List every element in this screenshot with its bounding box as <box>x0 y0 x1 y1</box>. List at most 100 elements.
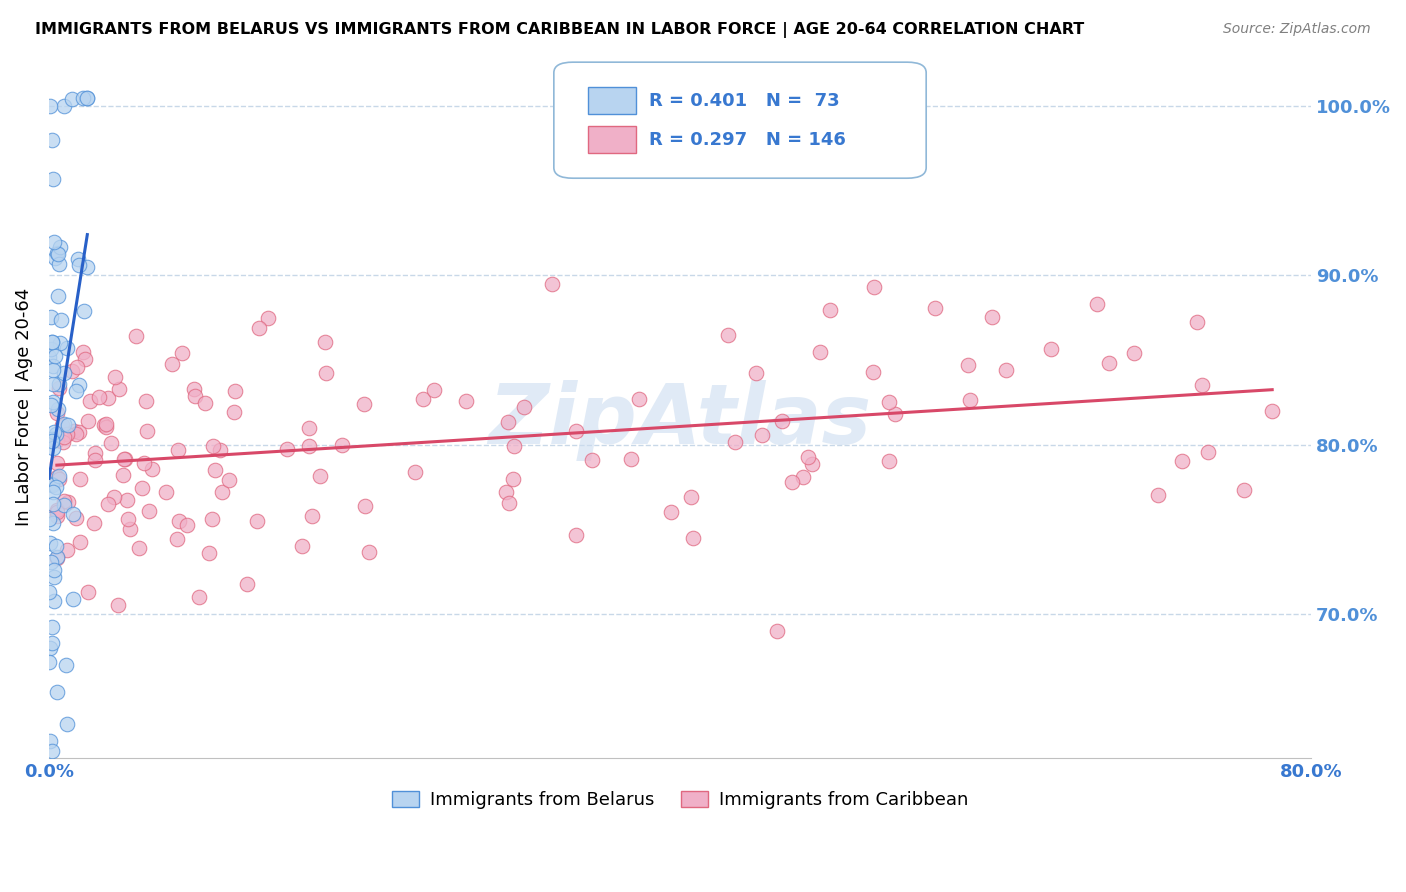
Point <box>94 419 117 434</box>
Point <box>564 528 586 542</box>
Point <box>53 417 76 432</box>
Point <box>96 417 118 432</box>
Point <box>681 490 703 504</box>
Point <box>202 439 225 453</box>
Point <box>38 655 60 669</box>
Point <box>412 392 434 407</box>
Point <box>236 577 259 591</box>
Point <box>204 463 226 477</box>
Point <box>1098 356 1121 370</box>
Point <box>42 497 65 511</box>
Point <box>41 376 63 391</box>
Text: ZipAtlas: ZipAtlas <box>488 380 872 461</box>
Point <box>38 734 60 748</box>
Point <box>170 346 193 360</box>
Point <box>166 532 188 546</box>
Point <box>45 505 67 519</box>
Point <box>956 358 979 372</box>
Point <box>67 378 90 392</box>
Point <box>39 343 62 357</box>
Point <box>135 424 157 438</box>
Point <box>76 90 98 104</box>
Point <box>55 717 77 731</box>
Point <box>112 468 135 483</box>
Point <box>63 424 86 438</box>
Point <box>1233 483 1256 497</box>
Point <box>69 472 91 486</box>
Point <box>62 592 84 607</box>
Point <box>69 535 91 549</box>
Point <box>166 442 188 457</box>
Point <box>498 495 520 509</box>
Bar <box>588 87 636 114</box>
Point <box>128 541 150 556</box>
Point <box>801 457 824 471</box>
Point <box>51 418 73 433</box>
Text: IMMIGRANTS FROM BELARUS VS IMMIGRANTS FROM CARIBBEAN IN LABOR FORCE | AGE 20-64 : IMMIGRANTS FROM BELARUS VS IMMIGRANTS FR… <box>35 22 1084 38</box>
Point <box>49 335 72 350</box>
Point <box>52 429 75 443</box>
Point <box>60 364 83 378</box>
Point <box>65 384 87 398</box>
Point <box>1191 378 1213 392</box>
Point <box>659 505 682 519</box>
Point <box>41 335 63 350</box>
Point <box>77 585 100 599</box>
Bar <box>588 126 636 153</box>
Point <box>208 443 231 458</box>
Point <box>62 507 84 521</box>
Point <box>619 452 641 467</box>
Point <box>1123 346 1146 360</box>
Point <box>96 391 118 405</box>
Point <box>44 563 66 577</box>
Point <box>820 302 842 317</box>
Point <box>301 508 323 523</box>
Point <box>1197 444 1219 458</box>
Text: R = 0.297   N = 146: R = 0.297 N = 146 <box>648 130 845 149</box>
Point <box>315 366 337 380</box>
Point <box>792 470 814 484</box>
Point <box>48 257 70 271</box>
Point <box>770 414 793 428</box>
Legend: Immigrants from Belarus, Immigrants from Caribbean: Immigrants from Belarus, Immigrants from… <box>384 783 976 816</box>
Point <box>49 239 72 253</box>
Point <box>38 584 60 599</box>
Point <box>751 428 773 442</box>
Point <box>745 366 768 380</box>
Point <box>42 516 65 530</box>
Point <box>39 535 62 549</box>
Point <box>58 494 80 508</box>
Point <box>808 344 831 359</box>
Point <box>75 352 97 367</box>
Point <box>297 421 319 435</box>
Point <box>89 390 111 404</box>
Point <box>41 744 63 758</box>
Point <box>41 310 63 325</box>
Point <box>56 542 79 557</box>
Point <box>125 329 148 343</box>
Point <box>496 415 519 429</box>
Point <box>41 133 63 147</box>
Point <box>55 658 77 673</box>
Point <box>454 393 477 408</box>
Point <box>44 349 66 363</box>
Y-axis label: In Labor Force | Age 20-64: In Labor Force | Age 20-64 <box>15 287 32 526</box>
Point <box>45 503 67 517</box>
Point <box>257 310 280 325</box>
Point <box>194 396 217 410</box>
Point <box>41 636 63 650</box>
Point <box>42 362 65 376</box>
Point <box>41 434 63 449</box>
Point <box>45 434 67 448</box>
Point <box>218 474 240 488</box>
Point <box>167 514 190 528</box>
Point <box>67 258 90 272</box>
Point <box>42 484 65 499</box>
Point <box>717 327 740 342</box>
Point <box>502 472 524 486</box>
Point <box>541 277 564 291</box>
Point <box>45 685 67 699</box>
Point <box>1187 315 1209 329</box>
Point <box>201 512 224 526</box>
Point <box>48 472 70 486</box>
